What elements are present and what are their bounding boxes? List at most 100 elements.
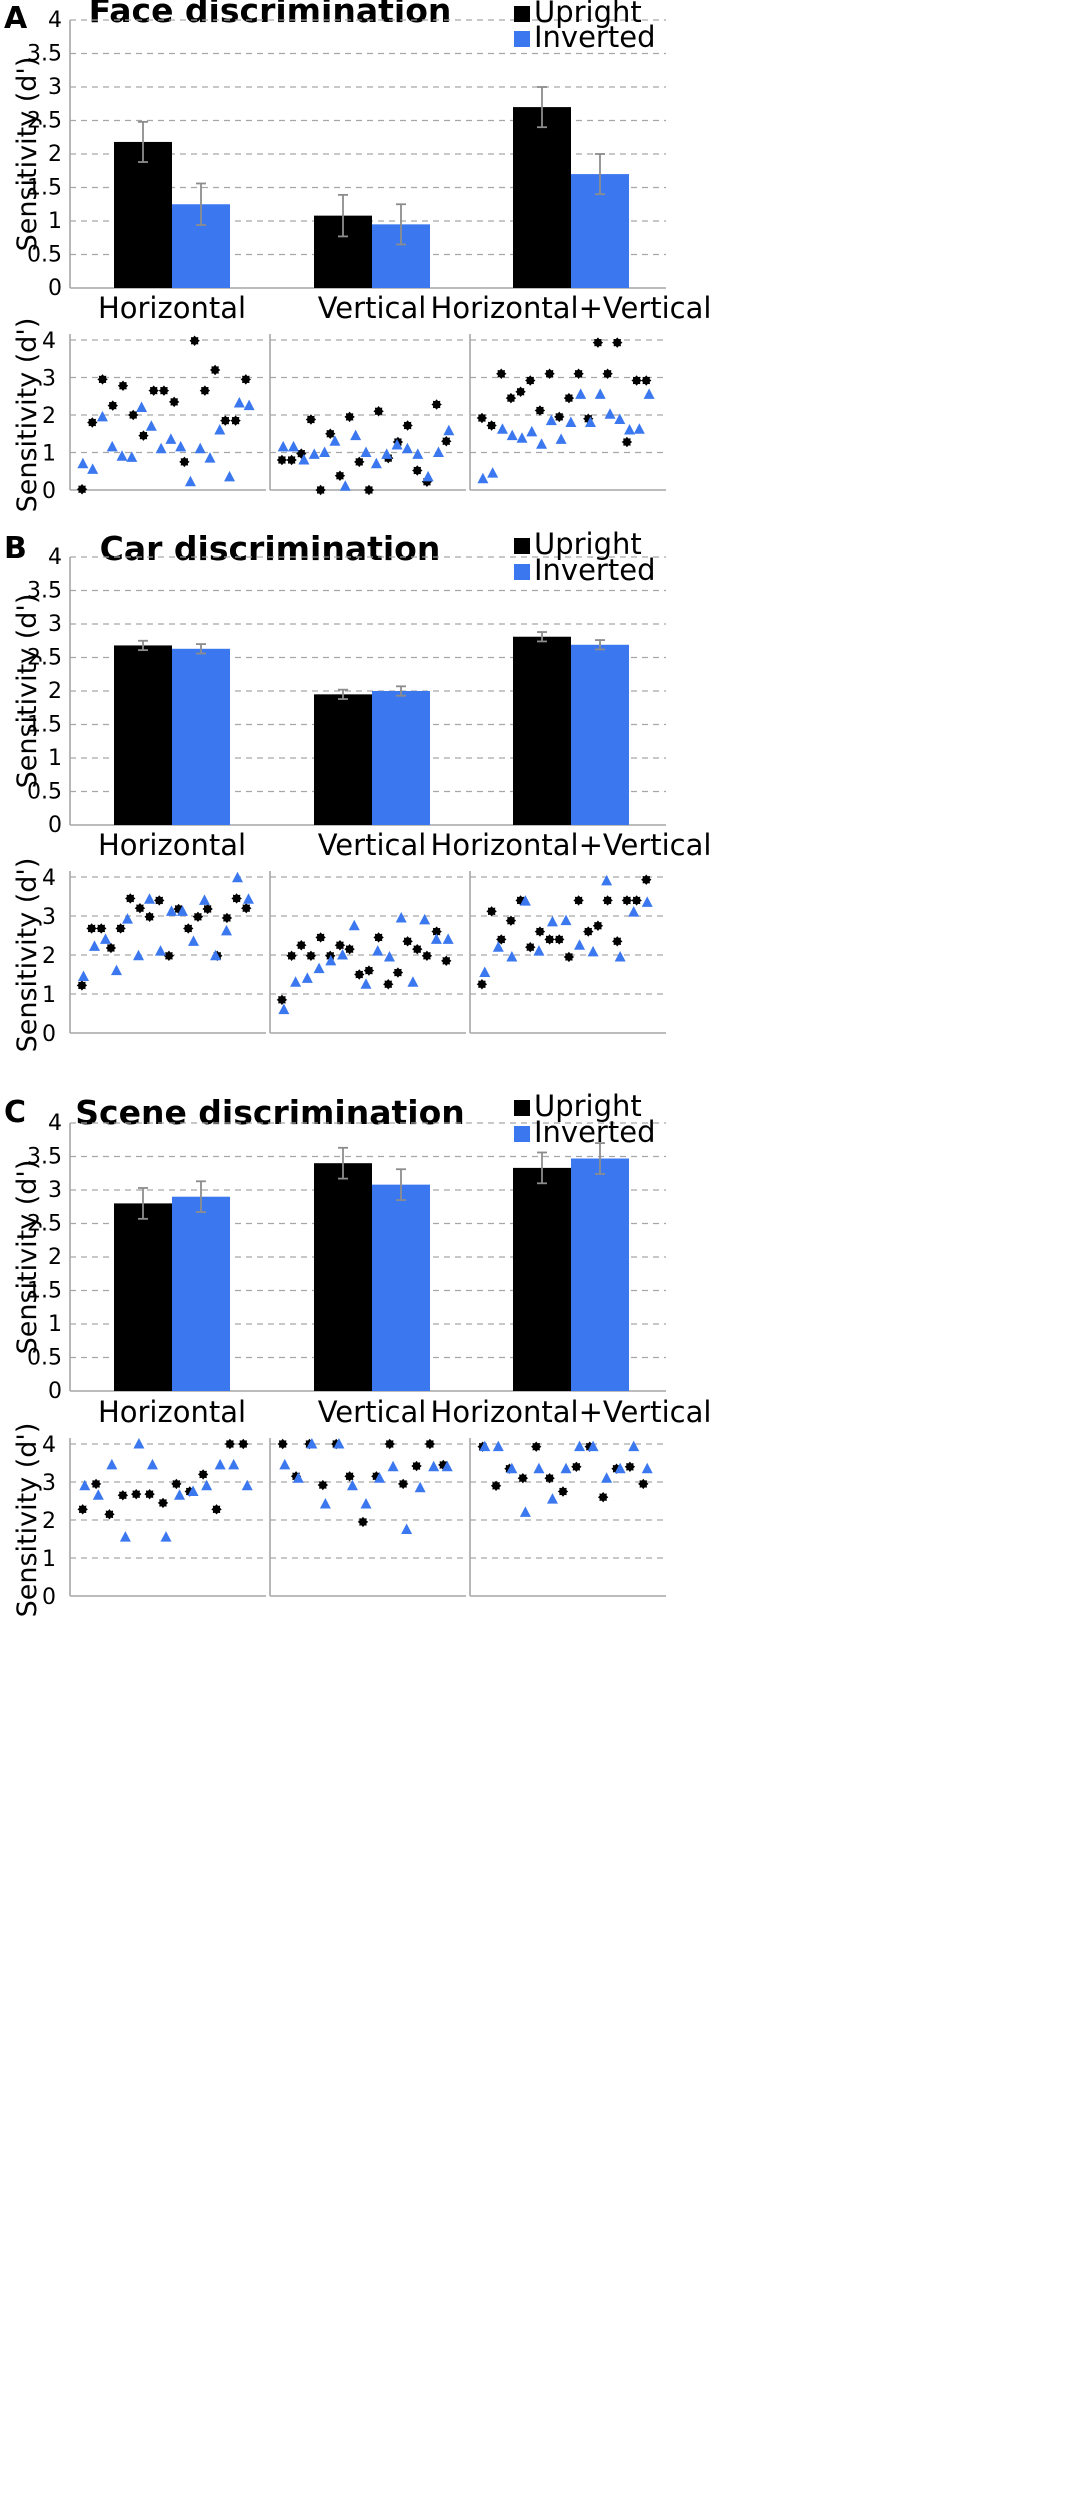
scatter-point-upright bbox=[602, 895, 613, 906]
scatter-point-inverted bbox=[428, 1460, 440, 1472]
legend-label-inverted: Inverted bbox=[534, 1115, 655, 1149]
scatter-point-inverted bbox=[628, 1440, 640, 1452]
scatter-point-inverted bbox=[279, 1458, 291, 1470]
scatter-point-inverted bbox=[381, 448, 393, 459]
scatter-point-upright bbox=[525, 375, 536, 386]
y-tick-label: 1 bbox=[48, 1312, 62, 1337]
scatter-point-inverted bbox=[422, 470, 434, 482]
scatter-point-inverted bbox=[119, 1531, 131, 1542]
scatter-point-upright bbox=[138, 430, 149, 441]
scatter-point-upright bbox=[363, 484, 375, 496]
scatter-point-upright bbox=[117, 380, 129, 391]
scatter-point-inverted bbox=[96, 410, 108, 422]
scatter-point-upright bbox=[392, 967, 404, 978]
scatter-point-inverted bbox=[587, 945, 599, 957]
scatter-point-inverted bbox=[346, 1479, 358, 1491]
scatter-point-upright bbox=[179, 456, 190, 468]
scatter-point-upright bbox=[544, 934, 555, 945]
scatter-point-upright bbox=[505, 915, 517, 926]
scatter-y-tick-label: 4 bbox=[42, 1433, 56, 1458]
scatter-point-upright bbox=[144, 911, 155, 922]
scatter-y-tick-label: 2 bbox=[42, 404, 56, 429]
scatter-point-inverted bbox=[430, 933, 442, 944]
scatter-point-inverted bbox=[194, 442, 206, 454]
scatter-point-inverted bbox=[419, 913, 431, 925]
scatter-point-upright bbox=[602, 368, 613, 379]
scatter-y-tick-label: 2 bbox=[42, 1509, 56, 1534]
scatter-point-inverted bbox=[560, 914, 572, 926]
scatter-point-upright bbox=[624, 1461, 636, 1472]
scatter-point-upright bbox=[144, 1488, 155, 1500]
scatter-point-upright bbox=[117, 1490, 129, 1501]
legend-label-inverted: Inverted bbox=[534, 20, 655, 54]
scatter-point-inverted bbox=[277, 440, 289, 452]
y-tick-label: 2.5 bbox=[27, 1212, 62, 1237]
bar-upright-horizontal bbox=[114, 141, 172, 288]
scatter-point-upright bbox=[554, 934, 565, 945]
legend-swatch-inverted bbox=[514, 31, 530, 47]
scatter-point-inverted bbox=[306, 1438, 318, 1449]
scatter-point-upright bbox=[441, 436, 452, 447]
scatter-point-upright bbox=[305, 950, 317, 961]
scatter-point-inverted bbox=[533, 945, 545, 956]
scatter-point-upright bbox=[554, 411, 565, 423]
y-tick-label: 0 bbox=[48, 276, 62, 301]
chart-title: Scene discrimination bbox=[75, 1093, 465, 1132]
bar-upright-vertical bbox=[314, 1163, 372, 1391]
scatter-point-inverted bbox=[633, 423, 645, 434]
scatter-point-upright bbox=[317, 1479, 329, 1491]
scatter-point-inverted bbox=[214, 1458, 226, 1470]
scatter-point-inverted bbox=[519, 1506, 531, 1517]
scatter-point-upright bbox=[241, 903, 252, 914]
scatter-point-upright bbox=[517, 1473, 529, 1484]
scatter-point-upright bbox=[96, 923, 107, 934]
legend-swatch-inverted bbox=[514, 1126, 530, 1142]
scatter-point-inverted bbox=[100, 933, 111, 944]
scatter-point-upright bbox=[490, 1480, 502, 1491]
scatter-point-inverted bbox=[575, 388, 587, 399]
scatter-point-upright bbox=[183, 923, 194, 934]
scatter-point-inverted bbox=[146, 1458, 158, 1470]
y-axis-label: Sensitivity (d') bbox=[12, 57, 43, 252]
scatter-point-inverted bbox=[329, 435, 341, 446]
scatter-y-tick-label: 3 bbox=[42, 1471, 56, 1496]
scatter-point-upright bbox=[441, 955, 452, 967]
scatter-point-upright bbox=[163, 950, 175, 961]
scatter-point-upright bbox=[238, 1438, 249, 1450]
scatter-point-upright bbox=[421, 950, 433, 961]
scatter-y-tick-label: 1 bbox=[42, 1547, 56, 1572]
scatter-point-upright bbox=[315, 484, 326, 496]
bar-upright-horizontal bbox=[114, 645, 172, 825]
scatter-point-inverted bbox=[228, 1458, 240, 1470]
scatter-point-upright bbox=[412, 943, 423, 955]
scatter-point-upright bbox=[115, 923, 126, 934]
category-label: Horizontal bbox=[98, 1395, 246, 1429]
bar-upright-horizontal-vertical bbox=[513, 1167, 571, 1391]
scatter-point-upright bbox=[325, 950, 336, 961]
scatter-point-upright bbox=[325, 428, 336, 439]
scatter-point-inverted bbox=[601, 874, 613, 886]
scatter-point-upright bbox=[199, 385, 211, 396]
scatter-point-upright bbox=[334, 940, 346, 951]
scatter-point-upright bbox=[209, 364, 221, 376]
scatter-point-upright bbox=[125, 893, 136, 904]
y-tick-label: 1 bbox=[48, 746, 62, 771]
y-tick-label: 2.5 bbox=[27, 646, 62, 671]
scatter-point-upright bbox=[402, 936, 413, 947]
y-tick-label: 1 bbox=[48, 209, 62, 234]
bar-inverted-horizontal bbox=[172, 1196, 230, 1391]
scatter-point-upright bbox=[296, 940, 307, 951]
scatter-point-upright bbox=[573, 895, 584, 906]
y-tick-label: 3 bbox=[48, 612, 62, 637]
scatter-point-upright bbox=[286, 950, 297, 961]
scatter-point-upright bbox=[412, 465, 423, 476]
scatter-point-inverted bbox=[155, 945, 166, 956]
y-tick-label: 2 bbox=[48, 1245, 62, 1270]
scatter-point-inverted bbox=[519, 895, 531, 906]
y-tick-label: 3.5 bbox=[27, 1145, 62, 1170]
y-tick-label: 0.5 bbox=[27, 243, 62, 268]
scatter-point-inverted bbox=[479, 966, 491, 978]
scatter-point-inverted bbox=[641, 896, 653, 907]
scatter-point-inverted bbox=[395, 911, 407, 923]
